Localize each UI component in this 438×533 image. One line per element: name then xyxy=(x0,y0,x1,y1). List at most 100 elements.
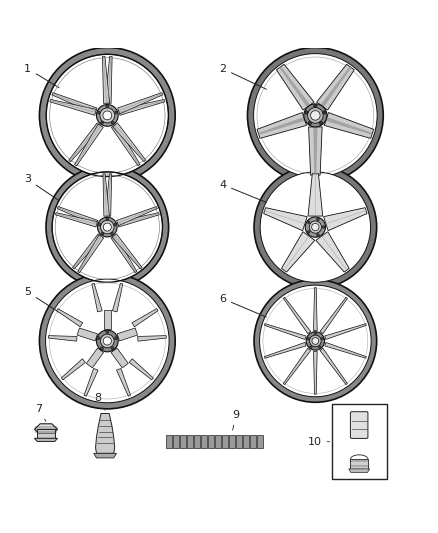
Polygon shape xyxy=(57,206,98,225)
Bar xyxy=(37,430,55,438)
Polygon shape xyxy=(132,309,158,327)
Circle shape xyxy=(101,220,114,234)
Polygon shape xyxy=(57,309,83,327)
Polygon shape xyxy=(265,324,306,340)
Polygon shape xyxy=(308,174,323,216)
Polygon shape xyxy=(86,348,103,368)
Circle shape xyxy=(312,337,319,344)
Bar xyxy=(201,435,207,448)
Bar xyxy=(332,405,386,479)
Circle shape xyxy=(39,273,175,409)
Bar xyxy=(236,435,242,448)
Polygon shape xyxy=(92,284,102,312)
Polygon shape xyxy=(320,297,347,334)
Circle shape xyxy=(100,334,114,348)
Text: 4: 4 xyxy=(219,180,266,203)
Polygon shape xyxy=(282,232,315,272)
Circle shape xyxy=(106,104,109,108)
Polygon shape xyxy=(113,284,123,312)
Circle shape xyxy=(46,54,168,176)
Polygon shape xyxy=(129,359,153,380)
Circle shape xyxy=(97,337,100,340)
Polygon shape xyxy=(276,64,314,110)
Bar xyxy=(166,435,172,448)
Polygon shape xyxy=(117,206,157,225)
Circle shape xyxy=(317,233,319,236)
Circle shape xyxy=(254,54,377,177)
Circle shape xyxy=(311,111,320,120)
Circle shape xyxy=(100,122,103,124)
Text: 10: 10 xyxy=(307,437,329,447)
Circle shape xyxy=(260,172,371,282)
Polygon shape xyxy=(324,112,374,139)
Circle shape xyxy=(307,221,310,223)
Polygon shape xyxy=(74,124,103,166)
Polygon shape xyxy=(349,469,370,472)
Circle shape xyxy=(96,330,118,352)
Polygon shape xyxy=(94,454,117,458)
Polygon shape xyxy=(257,112,307,139)
Circle shape xyxy=(314,332,317,335)
Polygon shape xyxy=(314,288,317,330)
Circle shape xyxy=(98,217,117,237)
Polygon shape xyxy=(61,359,85,380)
Bar xyxy=(350,459,368,469)
Bar xyxy=(180,435,186,448)
Text: 3: 3 xyxy=(24,174,59,200)
Text: 6: 6 xyxy=(219,294,266,317)
Circle shape xyxy=(308,122,311,125)
Circle shape xyxy=(321,337,324,340)
Polygon shape xyxy=(105,174,112,216)
Circle shape xyxy=(254,166,377,288)
Polygon shape xyxy=(117,93,162,114)
Circle shape xyxy=(114,223,117,226)
Text: 1: 1 xyxy=(24,63,59,87)
Circle shape xyxy=(100,108,115,123)
Circle shape xyxy=(319,122,323,125)
Polygon shape xyxy=(55,213,97,227)
Polygon shape xyxy=(326,117,372,135)
Text: 2: 2 xyxy=(219,63,266,89)
Circle shape xyxy=(314,104,317,108)
Circle shape xyxy=(111,347,114,350)
Polygon shape xyxy=(324,208,367,231)
Polygon shape xyxy=(35,438,57,441)
Bar xyxy=(222,435,228,448)
Circle shape xyxy=(323,111,326,114)
Circle shape xyxy=(103,223,111,231)
FancyBboxPatch shape xyxy=(350,411,368,439)
Circle shape xyxy=(306,332,325,350)
Polygon shape xyxy=(95,414,115,454)
Polygon shape xyxy=(117,368,131,396)
Polygon shape xyxy=(78,235,104,273)
Polygon shape xyxy=(112,234,142,269)
Circle shape xyxy=(101,232,104,235)
Circle shape xyxy=(100,347,103,350)
Bar xyxy=(243,435,249,448)
Bar xyxy=(229,435,235,448)
Text: 9: 9 xyxy=(232,409,239,430)
Polygon shape xyxy=(48,336,77,341)
Polygon shape xyxy=(84,368,98,396)
Polygon shape xyxy=(50,100,96,115)
Circle shape xyxy=(307,337,309,340)
Circle shape xyxy=(307,108,323,123)
Circle shape xyxy=(310,335,321,347)
Polygon shape xyxy=(320,348,347,385)
Circle shape xyxy=(114,111,117,114)
Circle shape xyxy=(114,337,117,340)
Text: 8: 8 xyxy=(94,393,105,410)
Circle shape xyxy=(96,104,118,126)
Circle shape xyxy=(103,337,111,345)
Circle shape xyxy=(247,47,383,183)
Polygon shape xyxy=(111,235,137,273)
Circle shape xyxy=(46,166,169,288)
Circle shape xyxy=(106,217,109,220)
Bar xyxy=(257,435,263,448)
Polygon shape xyxy=(325,324,366,340)
Circle shape xyxy=(106,330,109,333)
Circle shape xyxy=(254,280,377,402)
Circle shape xyxy=(260,285,371,397)
Text: 7: 7 xyxy=(35,404,46,422)
Circle shape xyxy=(97,111,100,114)
